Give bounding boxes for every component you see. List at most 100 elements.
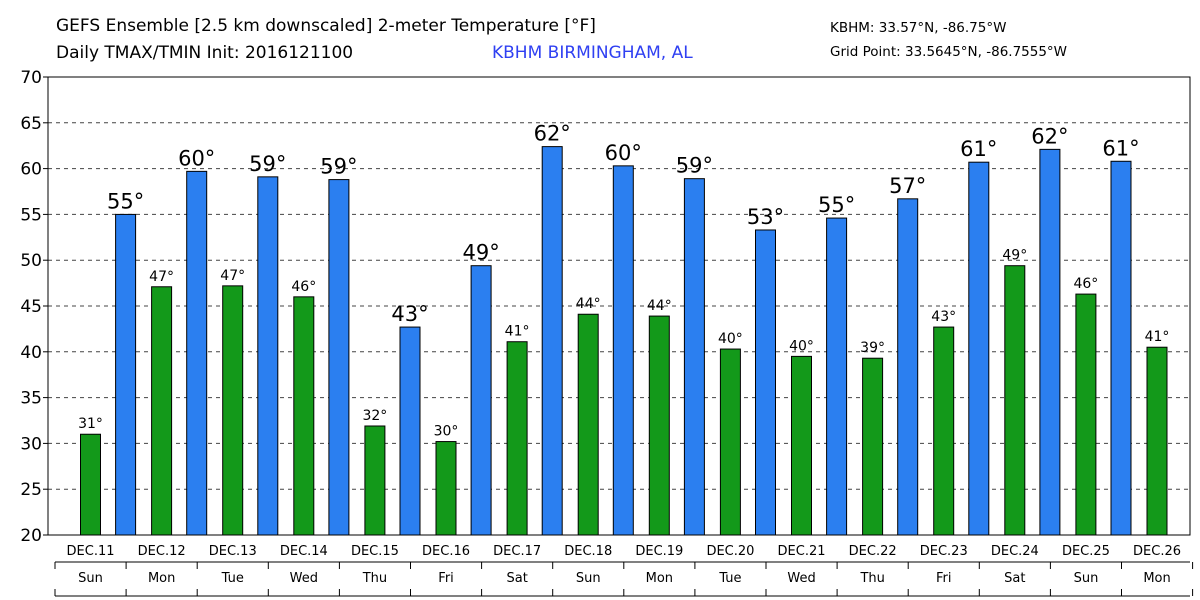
tmin-bar	[222, 285, 244, 536]
tmin-value-label: 44°	[647, 298, 672, 314]
weekday-label: Mon	[1143, 571, 1170, 586]
tmax-value-label: 60°	[605, 141, 642, 165]
tmax-bar	[755, 229, 776, 536]
tmin-bar	[151, 286, 173, 536]
location-name: KBHM BIRMINGHAM, AL	[492, 43, 693, 63]
tmin-value-label: 49°	[1002, 248, 1027, 264]
date-label: DEC.15	[351, 544, 399, 559]
tmax-value-label: 59°	[249, 152, 286, 176]
weekday-label: Sat	[506, 571, 527, 586]
date-label: DEC.11	[67, 544, 115, 559]
weekday-label: Sun	[1074, 571, 1099, 586]
y-tick-label: 20	[20, 526, 42, 546]
tmin-bar	[364, 425, 386, 536]
tmin-value-label: 31°	[78, 416, 103, 432]
weekday-label: Wed	[787, 571, 815, 586]
tmin-value-label: 41°	[1145, 329, 1170, 345]
tmax-bar	[1110, 160, 1132, 536]
date-label: DEC.22	[849, 544, 897, 559]
tmin-bar	[862, 357, 884, 536]
weekday-label: Fri	[438, 571, 454, 586]
date-label: DEC.23	[920, 544, 968, 559]
weekday-label: Tue	[221, 571, 244, 586]
tmin-value-label: 40°	[718, 331, 743, 347]
y-tick-label: 55	[20, 205, 42, 225]
chart-subtitle: Daily TMAX/TMIN Init: 2016121100	[56, 43, 354, 63]
date-label: DEC.13	[209, 544, 257, 559]
tmin-bar	[577, 313, 599, 536]
tmax-value-label: 59°	[320, 155, 357, 179]
tmin-bar	[791, 355, 812, 536]
tmin-value-label: 44°	[576, 296, 601, 312]
axes: 20 25 30 35 40 45 50 55 60 65 70 DEC.11 Sun DEC.12 Mon…	[20, 68, 1194, 597]
tmax-bar	[968, 161, 990, 536]
tmax-value-label: 62°	[1031, 124, 1068, 148]
tmin-bar	[933, 326, 955, 536]
weekday-label: Thu	[859, 571, 884, 586]
date-label: DEC.21	[778, 544, 826, 559]
weekday-label: Mon	[646, 571, 673, 586]
tmin-value-label: 47°	[149, 269, 174, 285]
tmin-value-label: 39°	[860, 340, 885, 356]
tmin-bar	[1075, 293, 1097, 536]
y-tick-label: 65	[20, 114, 42, 134]
tmax-value-label: 61°	[1102, 136, 1139, 160]
tmax-value-label: 53°	[747, 205, 784, 229]
tmax-bar	[826, 217, 848, 536]
tmin-bar	[435, 441, 457, 536]
tmax-value-label: 55°	[818, 193, 855, 217]
tmin-value-label: 46°	[291, 279, 316, 295]
bars	[80, 146, 1168, 536]
tmax-bar	[399, 326, 421, 536]
grid-point-coordinates: Grid Point: 33.5645°N, -86.7555°W	[830, 44, 1068, 60]
weekday-label: Thu	[362, 571, 387, 586]
tmin-bar	[80, 433, 101, 536]
y-tick-label: 60	[20, 160, 42, 180]
y-tick-label: 50	[20, 251, 42, 271]
date-label: DEC.25	[1062, 544, 1110, 559]
tmax-value-label: 55°	[107, 189, 144, 213]
weekday-label: Tue	[718, 571, 741, 586]
date-label: DEC.17	[493, 544, 541, 559]
tmin-bar	[506, 341, 528, 536]
tmin-value-label: 43°	[931, 309, 956, 325]
tmin-value-label: 40°	[789, 338, 814, 354]
date-label: DEC.14	[280, 544, 328, 559]
y-tick-label: 40	[20, 343, 42, 363]
y-tick-label: 45	[20, 297, 42, 317]
chart-title: GEFS Ensemble [2.5 km downscaled] 2-mete…	[56, 16, 596, 36]
station-coordinates: KBHM: 33.57°N, -86.75°W	[830, 20, 1007, 36]
weekday-label: Sun	[576, 571, 601, 586]
tmax-value-label: 61°	[960, 137, 997, 161]
tmax-value-label: 60°	[178, 146, 215, 170]
weekday-label: Wed	[290, 571, 318, 586]
date-label: DEC.24	[991, 544, 1039, 559]
weekday-label: Fri	[936, 571, 952, 586]
tmax-bar	[186, 170, 208, 536]
tmin-value-label: 32°	[362, 408, 387, 424]
plot-frame	[47, 76, 1191, 536]
tmax-bar	[470, 265, 492, 536]
tmax-value-label: 57°	[889, 174, 926, 198]
tmax-bar	[683, 178, 705, 536]
tmin-bar	[293, 296, 315, 536]
tmax-bar	[541, 146, 563, 536]
tmax-value-label: 59°	[676, 154, 713, 178]
tmax-bar	[115, 213, 137, 536]
tmax-value-label: 62°	[534, 122, 571, 146]
date-label: DEC.12	[138, 544, 186, 559]
weekday-label: Mon	[148, 571, 175, 586]
tmax-bar	[328, 179, 350, 536]
tmin-value-label: 46°	[1073, 276, 1098, 292]
weekday-label: Sat	[1004, 571, 1025, 586]
tmax-bar	[257, 176, 279, 536]
tmax-value-label: 49°	[462, 241, 499, 265]
y-tick-label: 70	[20, 68, 42, 88]
y-tick-label: 30	[20, 434, 42, 454]
tmax-bar	[1039, 148, 1061, 536]
tmin-bar	[648, 315, 670, 536]
tmin-value-label: 41°	[505, 324, 530, 340]
date-label: DEC.19	[635, 544, 683, 559]
tmin-bar	[1146, 346, 1168, 536]
